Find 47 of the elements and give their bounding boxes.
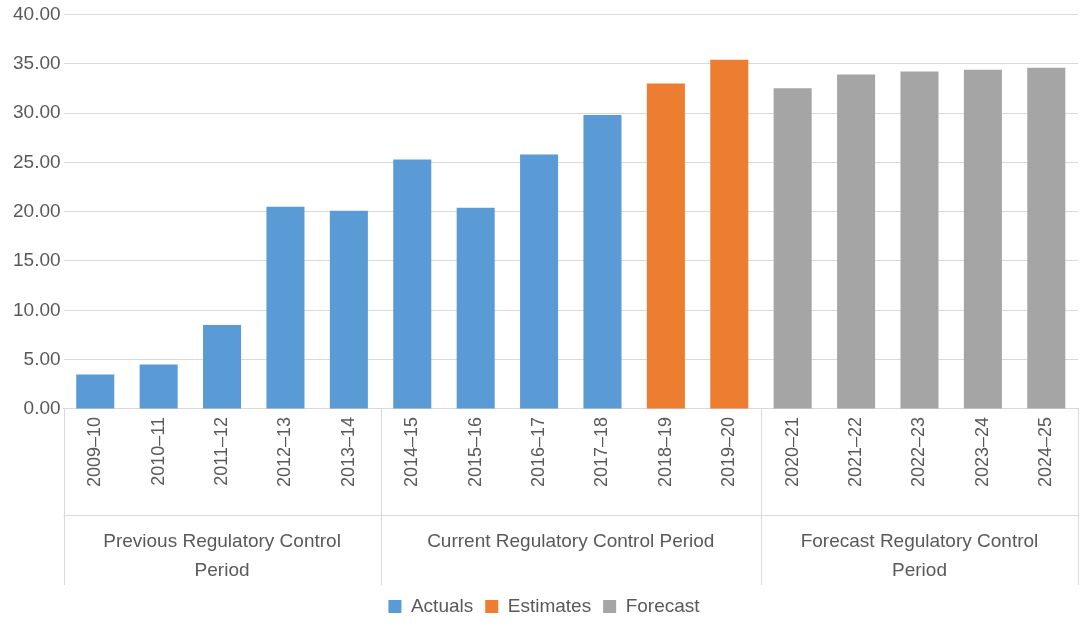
bar	[963, 69, 1002, 409]
x-tick-label: 2022–23	[908, 416, 929, 487]
x-tick-label: 2016–17	[528, 416, 549, 487]
bar	[583, 115, 622, 409]
y-tick-label: 35.00	[13, 51, 61, 73]
text: Current Regulatory Control Period	[427, 530, 715, 552]
x-tick-label: 2021–22	[845, 416, 866, 487]
x-tick-label: 2011–12	[211, 416, 232, 486]
x-tick-label: 2010–11	[147, 416, 168, 486]
x-tick-label: 2014–15	[401, 416, 422, 487]
bar	[266, 206, 305, 409]
bar	[139, 364, 178, 409]
bar	[773, 88, 812, 409]
x-tick-label: 2023–24	[971, 416, 992, 487]
legend-label: Estimates	[507, 594, 592, 616]
legend-label: Actuals	[410, 594, 474, 616]
x-tick-label: 2013–14	[337, 416, 358, 487]
bar	[456, 207, 495, 409]
y-tick-label: 40.00	[13, 2, 61, 24]
x-tick-label: 2024–25	[1035, 416, 1056, 487]
bar	[520, 154, 559, 409]
bar	[329, 210, 368, 409]
x-tick-label: 2020–21	[781, 416, 802, 487]
x-tick-label: 2017–18	[591, 416, 612, 487]
bar	[837, 74, 876, 409]
bar	[646, 83, 685, 409]
bar	[203, 325, 242, 409]
y-tick-label: 25.00	[13, 150, 61, 172]
legend-label: Forecast	[625, 594, 701, 616]
text: Forecast Regulatory Control Period	[800, 530, 1039, 581]
bar	[393, 159, 432, 409]
y-tick-label: 20.00	[13, 199, 61, 221]
text: Previous Regulatory Control Period	[103, 530, 341, 581]
x-tick-label: 2009–10	[84, 416, 105, 487]
y-tick-label: 0.00	[23, 397, 61, 419]
y-tick-label: 15.00	[13, 249, 61, 271]
bar	[1027, 67, 1066, 409]
y-tick-label: 10.00	[13, 298, 61, 320]
x-tick-label: 2018–19	[654, 416, 675, 487]
y-tick-label: 30.00	[13, 101, 61, 123]
bar	[710, 59, 749, 409]
x-tick-label: 2012–13	[274, 416, 295, 487]
x-tick-label: 2019–20	[718, 416, 739, 487]
y-tick-label: 5.00	[23, 347, 61, 369]
bar	[900, 71, 939, 409]
bar	[76, 374, 115, 409]
x-tick-label: 2015–16	[464, 416, 485, 487]
